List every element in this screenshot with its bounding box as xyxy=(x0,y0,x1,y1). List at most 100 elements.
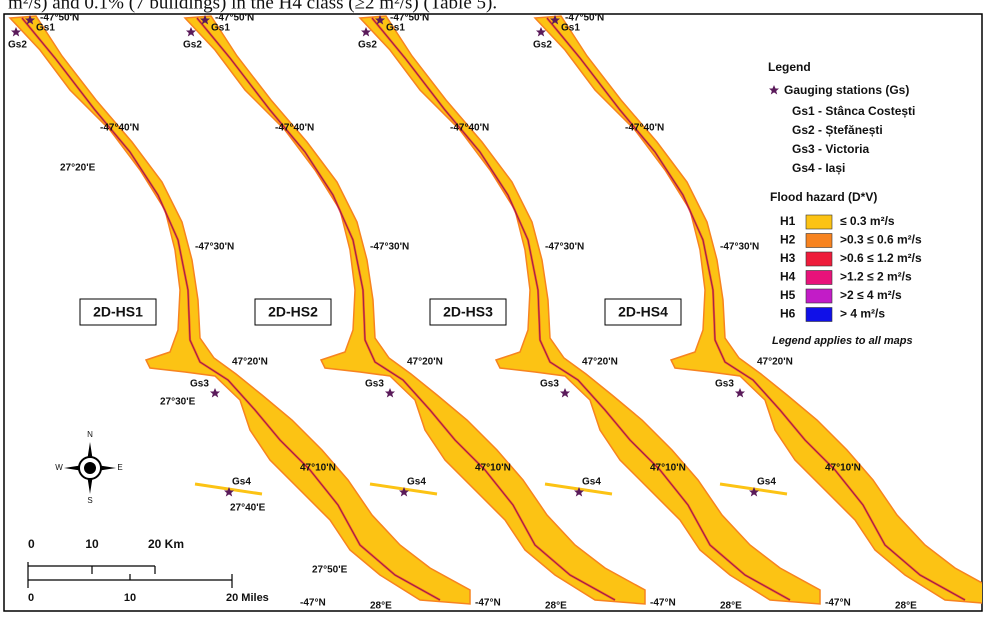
station-marker xyxy=(375,15,385,25)
latitude-label: 47°20'N xyxy=(757,357,793,368)
legend-station: Gs2 - Ștefănești xyxy=(792,123,883,137)
legend-swatch xyxy=(805,288,833,304)
longitude-label: 28°E xyxy=(895,601,917,612)
station-label: Gs1 xyxy=(211,23,230,34)
latitude-label: -47°N xyxy=(475,598,501,609)
latitude-label: -47°40'N xyxy=(625,123,664,134)
legend-code: H4 xyxy=(780,270,796,284)
longitude-label: 27°30'E xyxy=(160,397,196,408)
latitude-label: -47°50'N xyxy=(40,13,79,24)
legend-label: >0.3 ≤ 0.6 m²/s xyxy=(840,233,922,247)
station-label: Gs2 xyxy=(533,40,552,51)
latitude-label: 47°20'N xyxy=(582,357,618,368)
scale-label: 10 xyxy=(85,537,99,551)
legend-heading: Gauging stations (Gs) xyxy=(784,83,909,97)
scale-label: 20 Miles xyxy=(226,592,269,604)
station-marker xyxy=(769,85,779,95)
legend-label: >0.6 ≤ 1.2 m²/s xyxy=(840,251,922,265)
station-label: Gs3 xyxy=(190,379,209,390)
legend-bg xyxy=(764,52,978,354)
panel-label-box xyxy=(429,298,507,326)
river-line xyxy=(546,17,966,601)
latitude-label: -47°N xyxy=(300,598,326,609)
station-label: Gs1 xyxy=(561,23,580,34)
station-marker xyxy=(361,27,371,37)
legend-code: H5 xyxy=(780,288,796,302)
panel-label-box xyxy=(604,298,682,326)
station-label: Gs2 xyxy=(183,40,202,51)
river-line xyxy=(371,17,791,601)
map-panel: Gs1 Gs2 Gs3 Gs4 -47°50'N -47°40'N -47°30'N 47°2… xyxy=(183,14,646,612)
river-line xyxy=(21,17,441,601)
latitude-label: -47°40'N xyxy=(275,123,314,134)
latitude-label: -47°30'N xyxy=(720,242,759,253)
compass-label: W xyxy=(55,463,63,472)
station-marker xyxy=(186,27,196,37)
longitude-label: 27°20'E xyxy=(60,163,96,174)
latitude-label: -47°40'N xyxy=(100,123,139,134)
station-marker xyxy=(25,15,35,25)
legend-station: Gs4 - Iași xyxy=(792,161,845,175)
station-marker xyxy=(574,487,584,497)
legend-heading: Flood hazard (D*V) xyxy=(770,190,877,204)
compass-label: E xyxy=(117,463,122,472)
latitude-label: -47°50'N xyxy=(390,13,429,24)
legend-note: Legend applies to all maps xyxy=(772,335,913,347)
station-marker xyxy=(399,487,409,497)
panel-label: 2D-HS2 xyxy=(268,304,318,320)
scale-label: 10 xyxy=(124,592,136,604)
latitude-label: 47°10'N xyxy=(825,463,861,474)
flood-extent xyxy=(8,15,471,605)
scale-label: 0 xyxy=(28,537,35,551)
legend-station: Gs1 - Stânca Costești xyxy=(792,104,915,118)
river-line xyxy=(196,17,616,601)
legend-swatch xyxy=(805,233,833,248)
station-label: Gs3 xyxy=(715,379,734,390)
station-marker xyxy=(224,487,234,497)
panel-label: 2D-HS4 xyxy=(618,304,668,320)
latitude-label: -47°50'N xyxy=(565,13,604,24)
legend-title: Legend xyxy=(768,60,811,74)
flood-extent xyxy=(533,15,982,604)
latitude-label: -47°N xyxy=(825,598,851,609)
station-label: Gs3 xyxy=(540,379,559,390)
station-marker xyxy=(749,487,759,497)
panel-label-box xyxy=(79,298,157,326)
overlay: 2D-HS1 2D-HS2 2D-HS3 2D-HS4 Legend Gauging st… xyxy=(27,52,978,604)
scale-bar xyxy=(27,562,233,588)
scale-label: 20 Km xyxy=(148,537,184,551)
scale-label: 0 xyxy=(28,592,34,604)
panel-label-box xyxy=(254,298,332,326)
legend-swatch xyxy=(805,307,833,322)
legend-swatch xyxy=(805,214,833,230)
caption: m²/s) and 0.1% (7 buildings) in the H4 c… xyxy=(8,0,497,13)
latitude-label: -47°30'N xyxy=(370,242,409,253)
flood-extent xyxy=(183,15,646,605)
map-panel: Gs1 Gs2 Gs3 Gs4 -47°50'N -47°40'N -47°30'N 47°2… xyxy=(8,13,471,612)
compass-label: S xyxy=(87,496,92,505)
station-label: Gs4 xyxy=(407,477,426,488)
station-label: Gs2 xyxy=(8,40,27,51)
panel-label: 2D-HS3 xyxy=(443,304,493,320)
latitude-label: -47°40'N xyxy=(450,123,489,134)
latitude-label: -47°30'N xyxy=(195,242,234,253)
legend-label: > 4 m²/s xyxy=(840,307,885,321)
latitude-label: 47°20'N xyxy=(407,357,443,368)
legend-code: H1 xyxy=(780,214,796,228)
legend-swatch xyxy=(805,270,833,285)
compass-label: N xyxy=(87,430,93,439)
latitude-label: 47°10'N xyxy=(650,463,686,474)
map-panel: Gs1 Gs2 Gs3 Gs4 -47°50'N -47°40'N -47°30'N 47°2… xyxy=(533,13,982,612)
longitude-label: 28°E xyxy=(720,601,742,612)
longitude-label: 27°50'E xyxy=(312,565,348,576)
flood-extent xyxy=(358,15,821,605)
legend-code: H6 xyxy=(780,307,796,321)
station-marker xyxy=(550,15,560,25)
station-marker xyxy=(536,27,546,37)
legend-swatch xyxy=(805,251,833,267)
station-marker xyxy=(210,388,220,398)
legend-code: H3 xyxy=(780,251,796,265)
station-label: Gs4 xyxy=(757,477,776,488)
legend-label: >2 ≤ 4 m²/s xyxy=(840,288,902,302)
